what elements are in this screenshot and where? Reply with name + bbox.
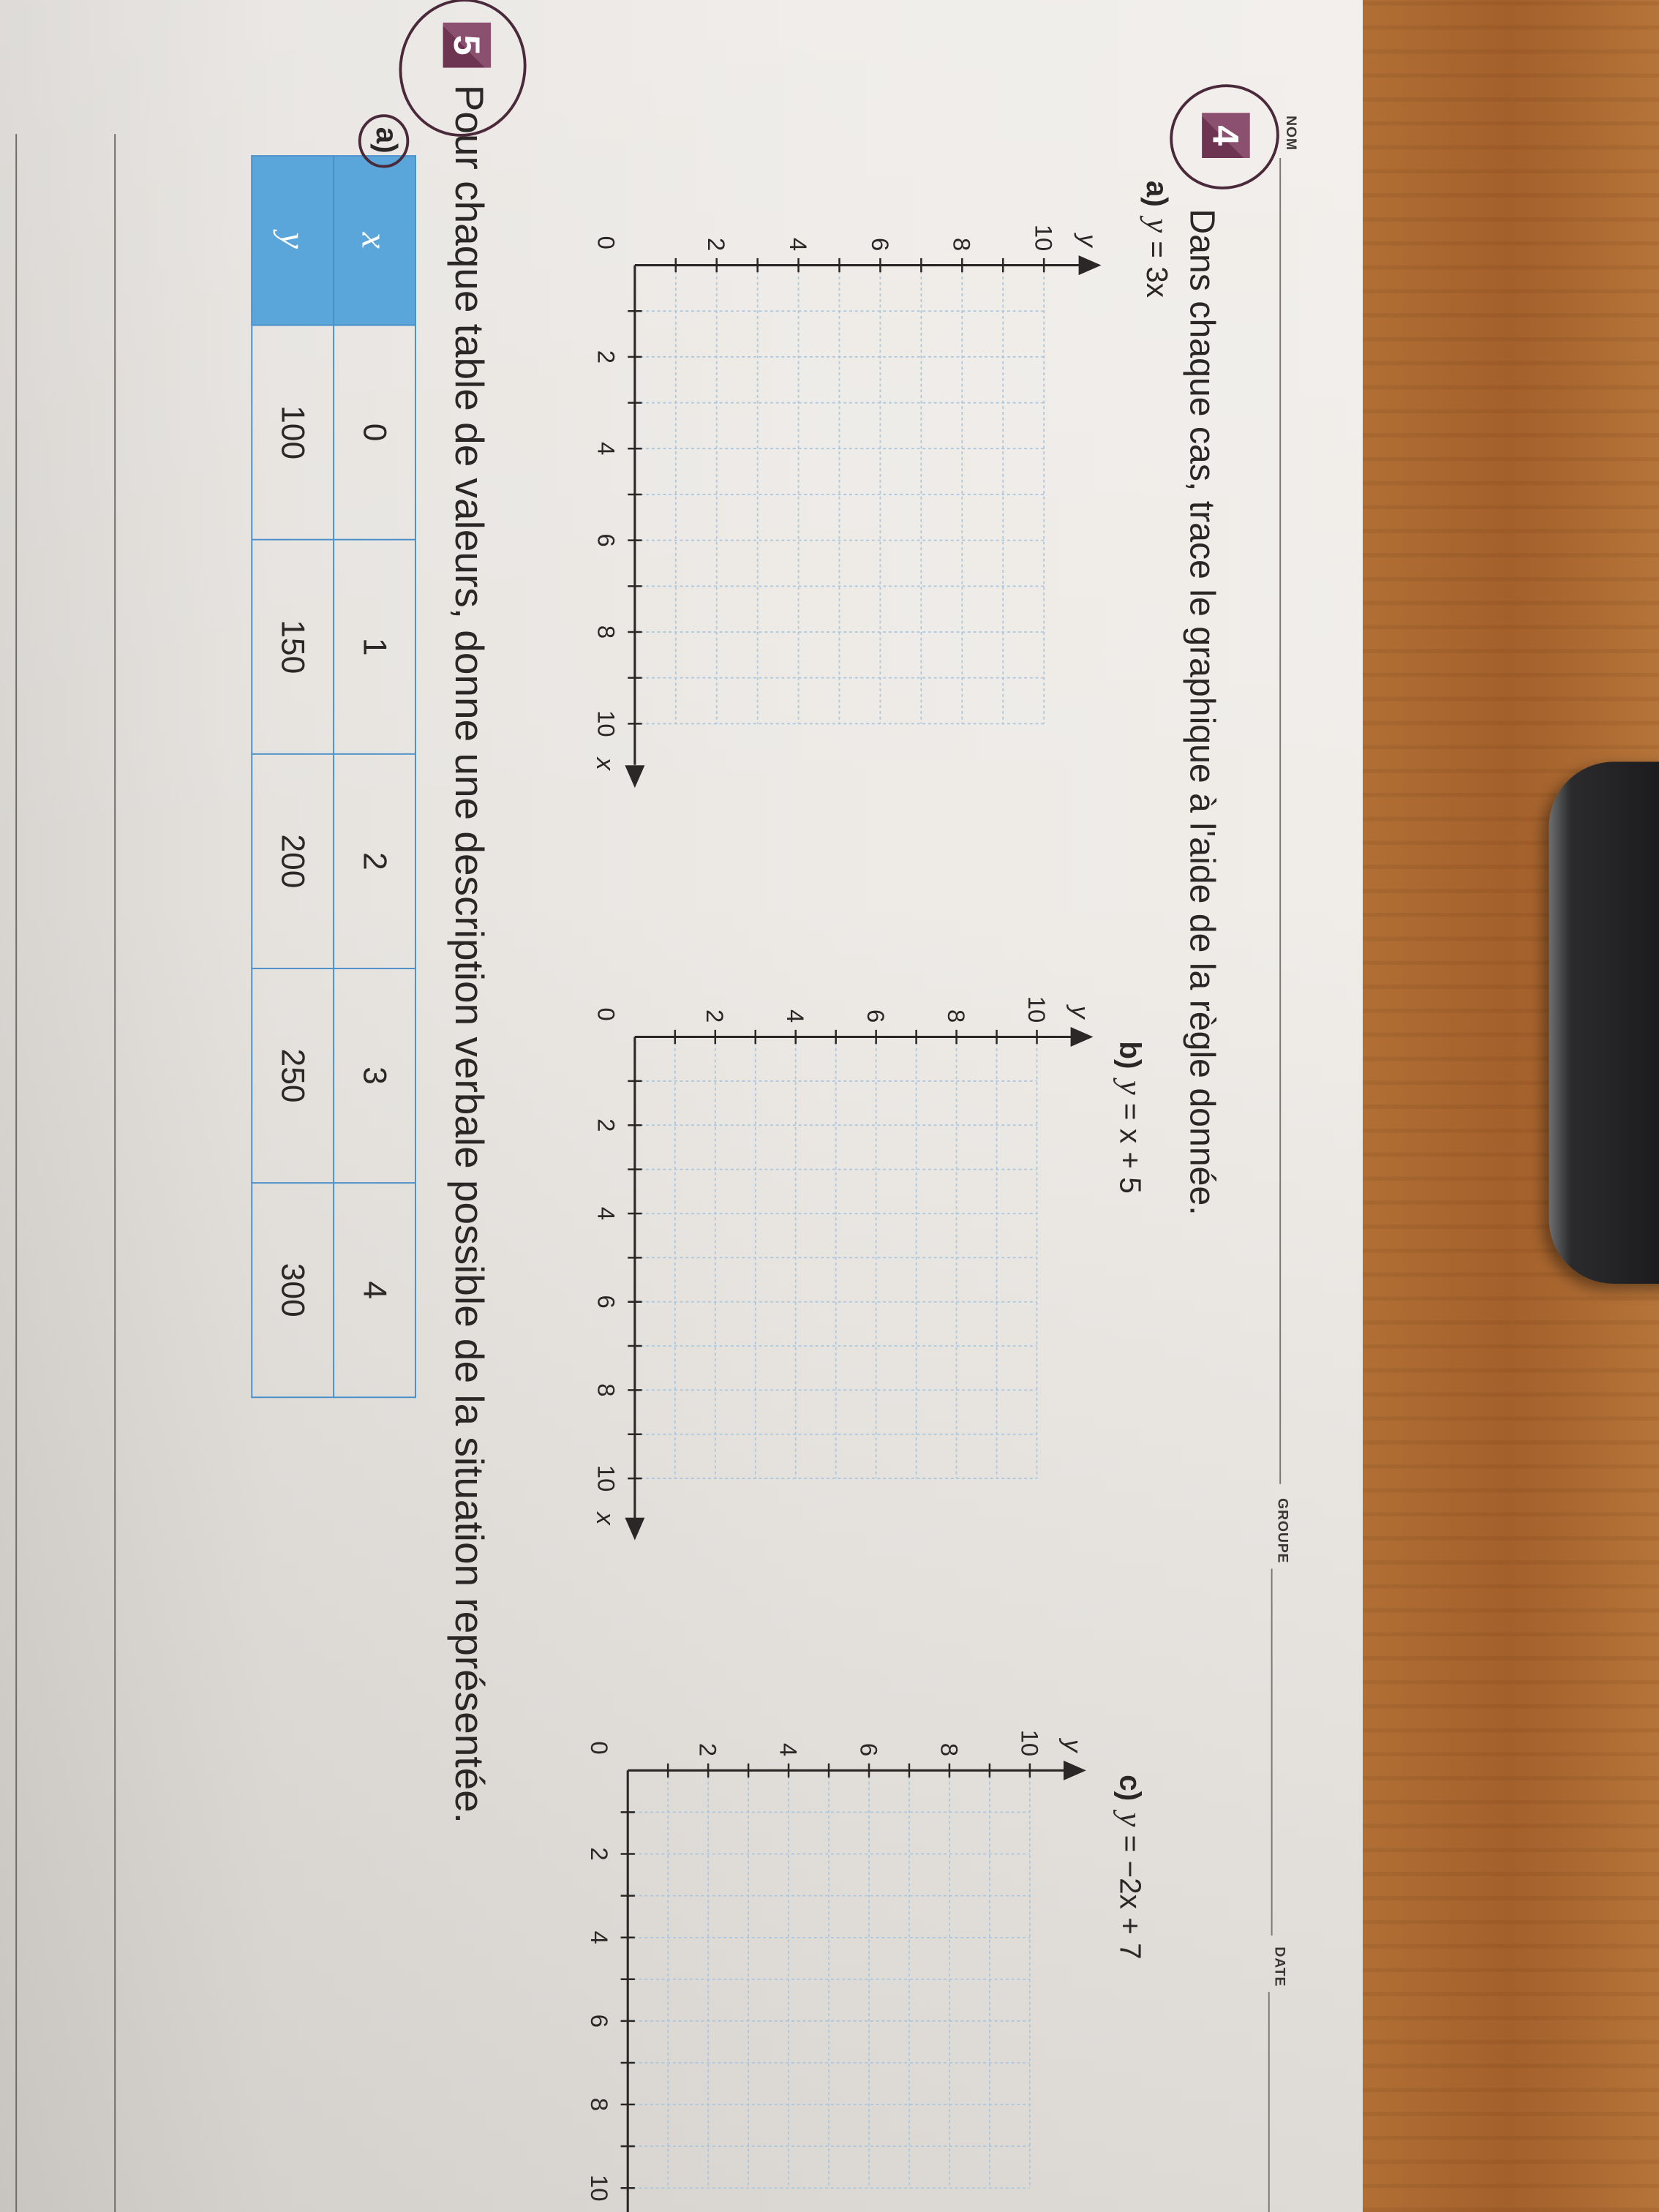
graph-c-y-tick-label: 8 [936, 1743, 963, 1756]
graph-a-x-tick-label: 10 [593, 710, 620, 737]
graph-a-x-axis-label: x [591, 756, 619, 772]
table-cell: 150 [252, 539, 334, 754]
table-row-y: y 100 150 200 250 300 [252, 156, 334, 1398]
table-cell: 1 [334, 539, 415, 754]
graph-b-y-tick-label: 2 [701, 1009, 729, 1023]
graph-a-x-tick-label: 2 [593, 350, 620, 364]
graph-a-x-tick-label: 8 [593, 625, 620, 639]
table-cell: 3 [334, 968, 415, 1184]
graph-a-x-arrow-icon [625, 765, 645, 789]
graph-c-y-arrow-icon [1063, 1760, 1086, 1780]
paper-shadow [0, 0, 1363, 2212]
table-cell: 2 [334, 753, 415, 968]
graph-b-y-axis-label: y [1066, 1004, 1094, 1020]
graph-b-x-axis-label: x [591, 1511, 619, 1526]
graph-b-origin-label: 0 [593, 1008, 620, 1021]
graph-b-x-tick-label: 6 [593, 1295, 620, 1309]
table-header-y: y [252, 156, 334, 326]
graph-b-x-arrow-icon [625, 1517, 645, 1540]
table-cell: 0 [334, 325, 415, 540]
graph-b-y-tick-label: 4 [782, 1009, 809, 1023]
graph-a-origin-label: 0 [593, 236, 620, 249]
graph-b-y-tick-label: 10 [1023, 996, 1050, 1023]
graph-c-x-tick-label: 2 [586, 1847, 613, 1860]
graph-c-x-tick-label: 6 [586, 2014, 613, 2028]
graph-c-y-tick-label: 2 [695, 1743, 722, 1756]
table-cell: 250 [252, 968, 334, 1184]
graph-a-y-tick-label: 10 [1031, 225, 1058, 251]
graph-b-y-tick-label: 6 [862, 1009, 889, 1023]
graph-c-origin-label: 0 [586, 1741, 613, 1754]
table-cell: 300 [252, 1183, 334, 1398]
graph-c-x-tick-label: 4 [586, 1931, 613, 1944]
graph-b-x-tick-label: 4 [593, 1207, 620, 1220]
worksheet-page: NOM GROUPE DATE 4 Dans chaque cas, trace… [0, 0, 1354, 2212]
graph-a-y-tick-label: 2 [703, 238, 730, 251]
table-header-x: x [334, 156, 415, 326]
table-cell: 100 [252, 325, 334, 540]
table-row-x: x 0 1 2 3 4 [334, 156, 415, 1398]
graph-c-x-tick-label: 10 [586, 2175, 613, 2201]
graph-c-y-tick-label: 6 [855, 1743, 882, 1756]
answer-line[interactable] [15, 134, 18, 2212]
graph-c-y-tick-label: 10 [1016, 1730, 1043, 1756]
exercise-5-part-label: a) [369, 127, 402, 154]
graph-b-y-arrow-icon [1070, 1026, 1094, 1047]
graph-c-y-axis-label: y [1058, 1738, 1086, 1754]
graph-b-x-tick-label: 10 [593, 1465, 620, 1491]
graph-b-y-tick-label: 8 [943, 1009, 970, 1023]
graph-a-x-tick-label: 4 [593, 442, 620, 455]
graph-a-x-tick-label: 6 [593, 534, 620, 547]
graph-a-y-axis-label: y [1073, 233, 1101, 249]
graph-b-x-tick-label: 2 [593, 1118, 620, 1132]
phone-device [1549, 761, 1659, 1284]
values-table: x 0 1 2 3 4 y 100 150 200 250 300 [251, 155, 416, 1398]
graph-a-y-arrow-icon [1078, 255, 1102, 276]
exercise-5-badge: 5 [443, 22, 492, 68]
graph-c-x-tick-label: 8 [586, 2098, 613, 2111]
graph-a-y-tick-label: 8 [949, 238, 976, 251]
table-cell: 4 [334, 1183, 415, 1398]
graph-c-y-tick-label: 4 [775, 1743, 802, 1756]
answer-line[interactable] [114, 134, 116, 2212]
graph-b-x-tick-label: 8 [593, 1383, 620, 1396]
table-cell: 200 [252, 753, 334, 968]
exercise-5-instruction: Pour chaque table de valeurs, donne une … [445, 84, 492, 1824]
worksheet-paper [0, 0, 1363, 2212]
graph-a-y-tick-label: 4 [785, 238, 812, 251]
graph-a-y-tick-label: 6 [867, 238, 894, 251]
